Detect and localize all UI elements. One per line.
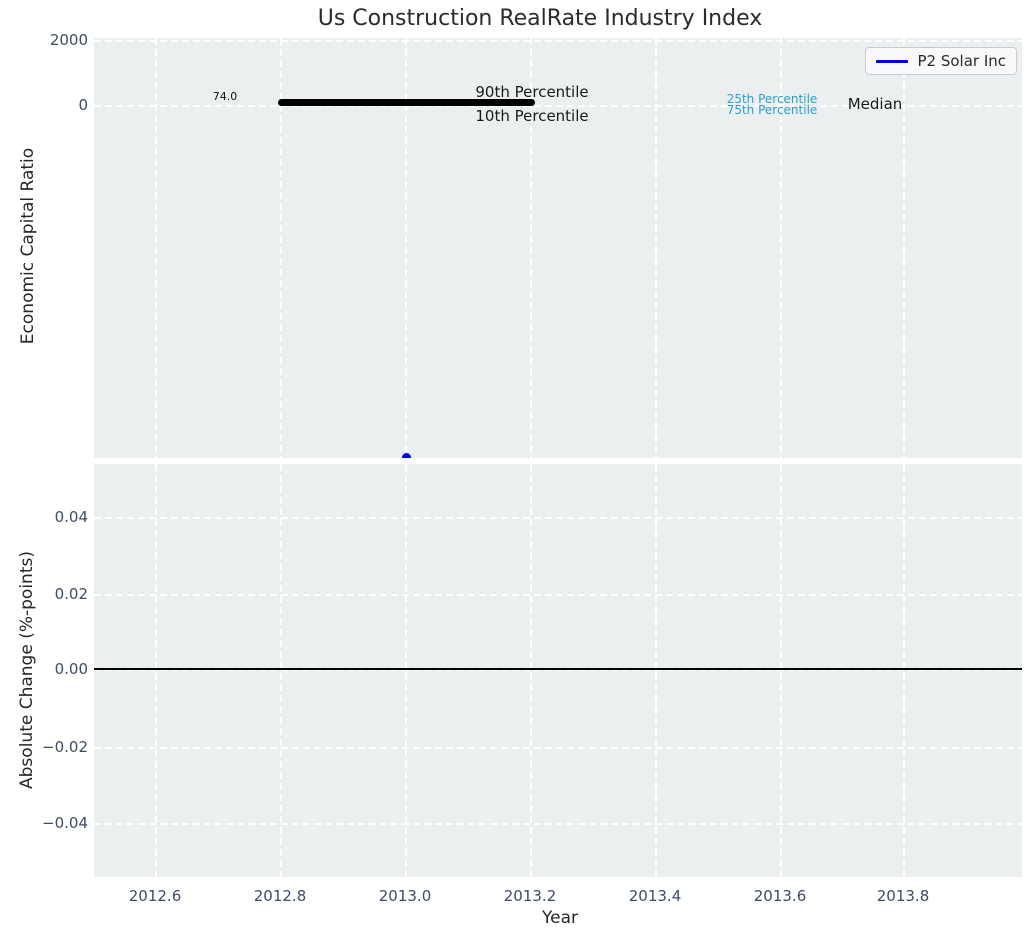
xtick-2013.0: 2013.0 [378, 887, 432, 905]
gridline [280, 38, 282, 458]
ytick-bottom-neg0.02: −0.02 [42, 738, 88, 756]
gridline [903, 38, 905, 458]
gridline [530, 464, 532, 877]
gridline [780, 464, 782, 877]
ytick-top-2000: 2000 [49, 31, 88, 49]
gridline [655, 464, 657, 877]
gridline [94, 747, 1022, 749]
gridline [155, 464, 157, 877]
gridline [94, 105, 1022, 107]
gridline [903, 464, 905, 877]
gridline [280, 464, 282, 877]
x-axis-label: Year [542, 908, 578, 928]
bottom-plot-area [94, 464, 1022, 877]
legend: P2 Solar Inc [865, 47, 1017, 75]
gridline [405, 38, 407, 458]
p10-label: 10th Percentile [475, 107, 589, 125]
gridline [530, 38, 532, 458]
gridline [655, 38, 657, 458]
xtick-2013.2: 2013.2 [503, 887, 557, 905]
xtick-2012.8: 2012.8 [253, 887, 307, 905]
gridline [405, 464, 407, 877]
band-value-label: 74.0 [212, 90, 238, 103]
gridline [94, 823, 1022, 825]
ytick-bottom-0.02: 0.02 [54, 585, 88, 603]
zero-reference-line [94, 668, 1022, 670]
top-y-axis-label: Economic Capital Ratio [18, 147, 38, 345]
ytick-bottom-0.00: 0.00 [54, 660, 88, 678]
ytick-top-0: 0 [78, 96, 88, 114]
p90-label: 90th Percentile [475, 83, 589, 101]
percentile-band-line [278, 99, 535, 106]
xtick-2013.6: 2013.6 [753, 887, 807, 905]
gridline [780, 38, 782, 458]
legend-series-label: P2 Solar Inc [917, 52, 1006, 70]
xtick-2013.8: 2013.8 [876, 887, 930, 905]
gridline [94, 517, 1022, 519]
p25-label: 25th Percentile [726, 92, 818, 106]
xtick-2012.6: 2012.6 [128, 887, 182, 905]
p75-label: 75th Percentile [726, 103, 818, 117]
xtick-2013.4: 2013.4 [628, 887, 682, 905]
bottom-y-axis-label: Absolute Change (%-points) [17, 551, 37, 789]
ytick-bottom-0.04: 0.04 [54, 508, 88, 526]
gridline [94, 594, 1022, 596]
gridline [94, 669, 1022, 671]
series-data-point [402, 453, 411, 458]
gridline [94, 40, 1022, 42]
legend-line-swatch [876, 59, 909, 63]
median-label: Median [847, 95, 903, 113]
gridline [155, 38, 157, 458]
chart-title: Us Construction RealRate Industry Index [317, 6, 763, 31]
top-plot-area: 74.0 90th Percentile 10th Percentile 25t… [94, 38, 1022, 458]
ytick-bottom-neg0.04: −0.04 [42, 814, 88, 832]
